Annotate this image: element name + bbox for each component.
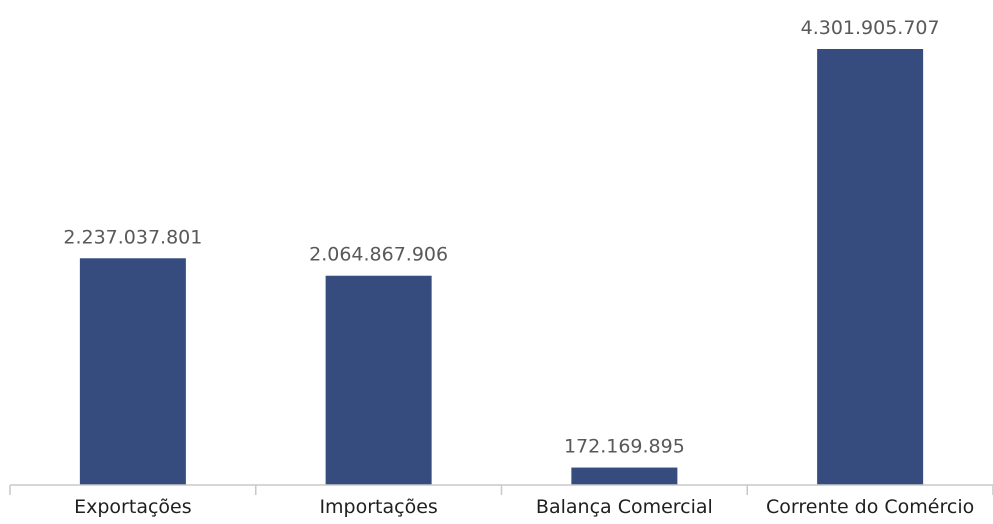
x-axis: Exportações Importações Balança Comercial C… [9, 484, 993, 518]
bars-layer [79, 49, 924, 485]
data-label: 2.237.037.801 [63, 226, 202, 248]
x-tick-label: Importações [319, 496, 437, 518]
bar-1 [79, 258, 186, 485]
bar-2 [325, 275, 432, 485]
bar-3 [571, 467, 678, 485]
data-label: 2.064.867.906 [309, 244, 448, 266]
x-tick-label: Exportações [74, 496, 192, 518]
data-label: 172.169.895 [564, 436, 685, 458]
x-tick-label: Balança Comercial [536, 496, 713, 518]
x-tick-label: Corrente do Comércio [766, 496, 974, 518]
bar-4 [817, 49, 924, 485]
data-label: 4.301.905.707 [801, 17, 940, 39]
data-labels-layer: 2.237.037.801 2.064.867.906 172.169.895 4.3… [63, 17, 939, 458]
